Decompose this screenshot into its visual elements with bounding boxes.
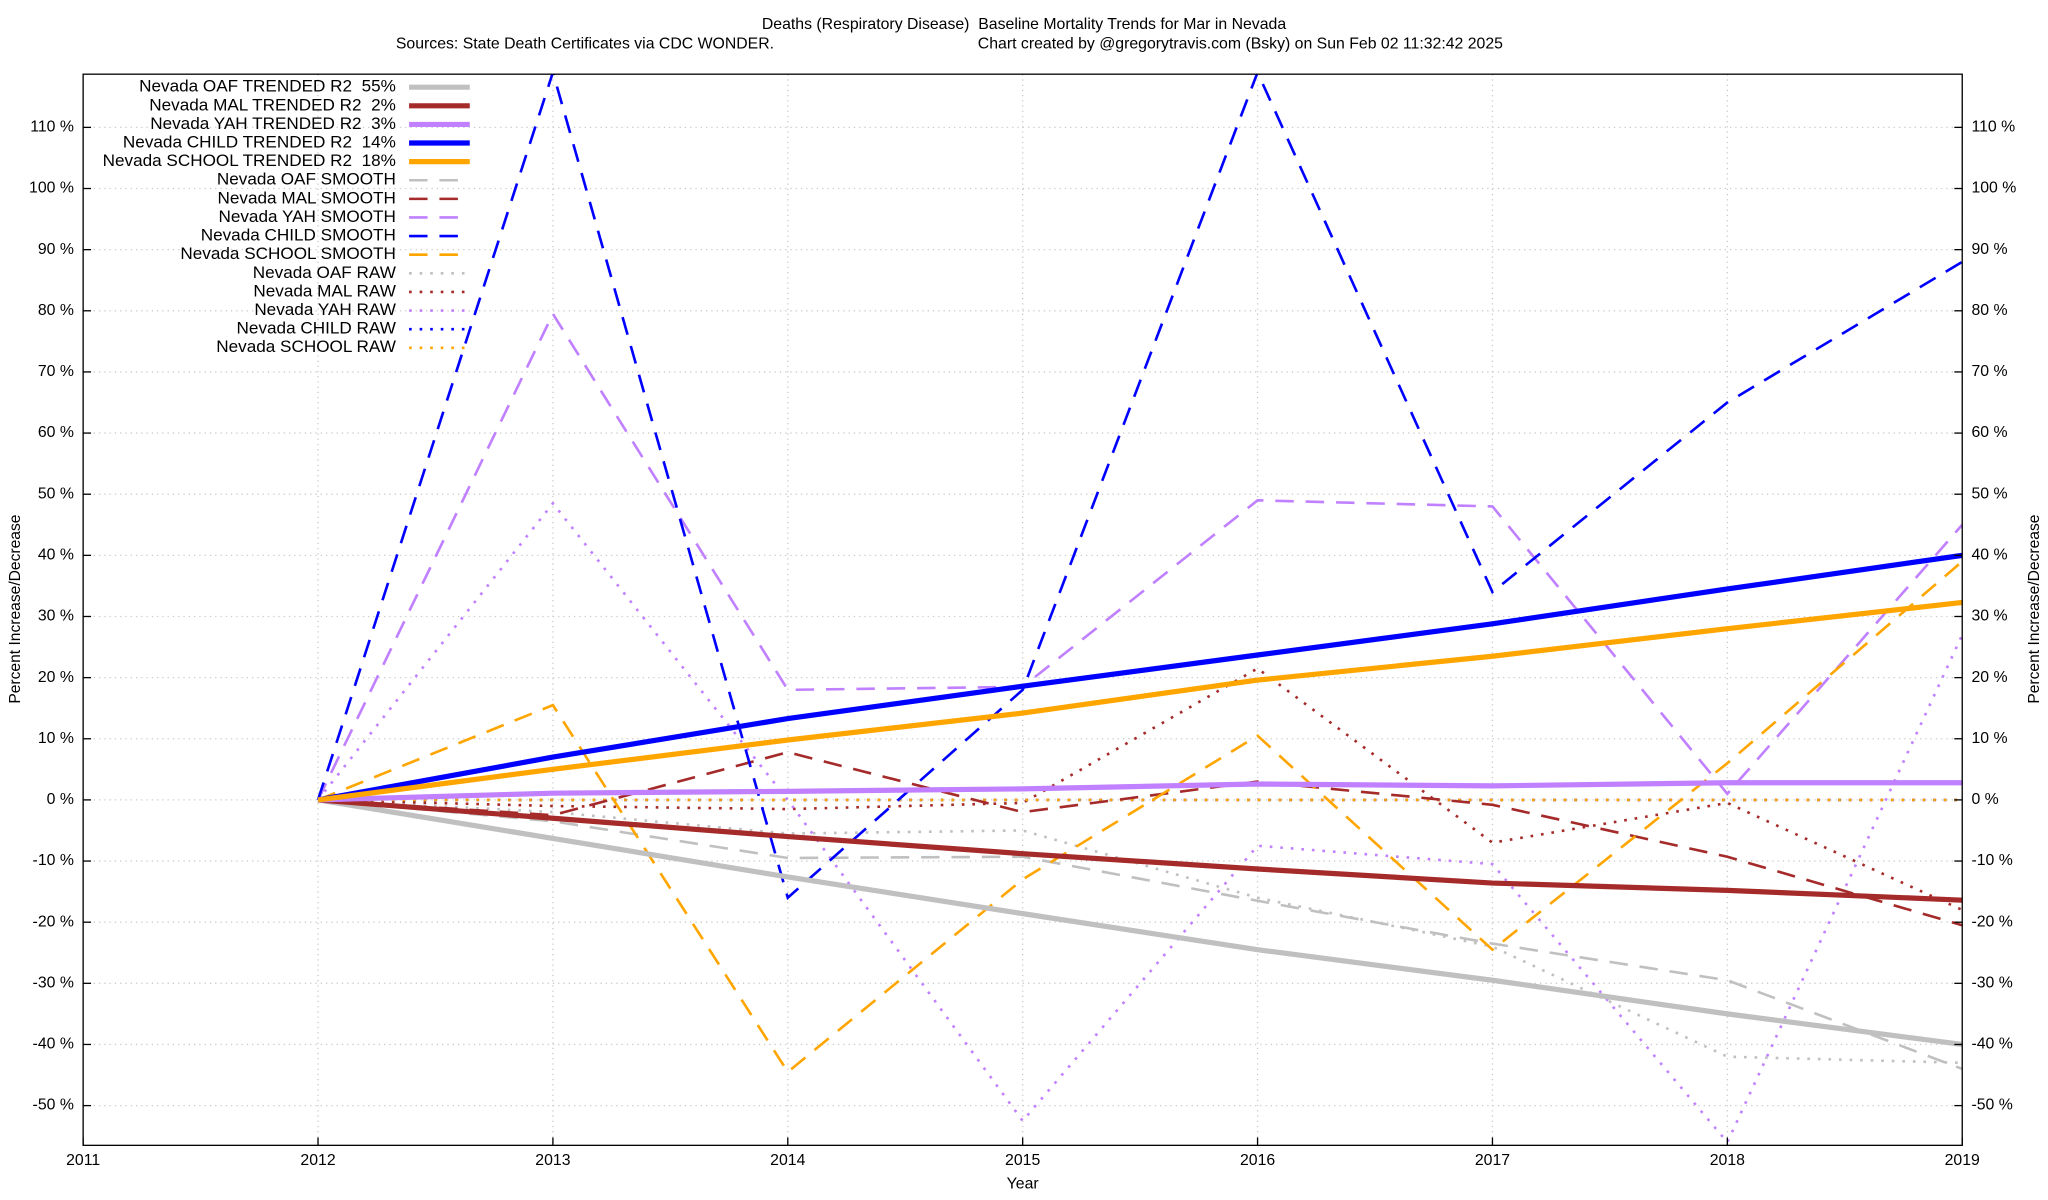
legend-label: Nevada YAH RAW — [254, 300, 396, 319]
y2-tick-label: 110 % — [1971, 119, 2015, 136]
series-line — [316, 501, 1963, 1145]
legend-label: Nevada OAF SMOOTH — [217, 170, 396, 189]
series-line — [317, 798, 1963, 1065]
legend-label: Nevada OAF TRENDED R2 55% — [139, 77, 396, 96]
y2-tick-label: -10 % — [1971, 852, 2012, 869]
y-tick-label: -50 % — [33, 1097, 74, 1114]
y2-tick-label: 80 % — [1971, 302, 2007, 319]
y-tick-label: -10 % — [33, 852, 74, 869]
chart-title: Deaths (Respiratory Disease) Baseline Mo… — [762, 16, 1287, 33]
x-tick-label: 2013 — [535, 1152, 570, 1169]
y2-tick-label: -50 % — [1971, 1097, 2012, 1114]
ticks: -50 % -50 % -40 % -40 % -30 % -30 % -20 % -20 %… — [29, 119, 2016, 1169]
chart-source: Sources: State Death Certificates via CD… — [396, 35, 774, 52]
legend-label: Nevada YAH SMOOTH — [218, 207, 395, 226]
legend-label: Nevada CHILD RAW — [237, 319, 396, 338]
y-tick-label: 20 % — [38, 669, 74, 686]
legend-label: Nevada SCHOOL SMOOTH — [180, 244, 395, 263]
legend-label: Nevada YAH TRENDED R2 3% — [150, 114, 396, 133]
x-axis-label: Year — [1007, 1176, 1039, 1193]
chart-credit: Chart created by @gregorytravis.com (Bsk… — [978, 35, 1503, 52]
legend-label: Nevada SCHOOL TRENDED R2 18% — [103, 151, 396, 170]
series-line — [317, 666, 1963, 912]
x-tick-label: 2011 — [66, 1152, 100, 1169]
y-tick-label: 100 % — [29, 180, 74, 197]
x-tick-label: 2017 — [1475, 1152, 1510, 1169]
legend-label: Nevada SCHOOL RAW — [216, 337, 396, 356]
series-line — [317, 599, 1963, 803]
series-line — [316, 74, 1963, 901]
series-line — [316, 311, 1963, 801]
x-tick-label: 2018 — [1710, 1152, 1745, 1169]
y2-tick-label: 30 % — [1971, 608, 2007, 625]
legend-label: Nevada MAL RAW — [253, 282, 396, 301]
y2-tick-label: -30 % — [1971, 975, 2012, 992]
series-line — [317, 798, 1963, 1071]
y-tick-label: 80 % — [38, 302, 74, 319]
legend: Nevada OAF TRENDED R2 55%Nevada MAL TREN… — [103, 77, 470, 356]
legend-label: Nevada CHILD SMOOTH — [201, 226, 396, 245]
y-axis-label: Percent Increase/Decrease — [7, 514, 24, 703]
y2-tick-label: 90 % — [1971, 241, 2007, 258]
y2-tick-label: 100 % — [1971, 180, 2016, 197]
x-tick-label: 2015 — [1005, 1152, 1040, 1169]
x-tick-label: 2019 — [1945, 1152, 1980, 1169]
y-tick-label: 70 % — [38, 363, 74, 380]
y-tick-label: -40 % — [33, 1036, 74, 1053]
y2-tick-label: 40 % — [1971, 547, 2007, 564]
y-tick-label: 110 % — [30, 119, 74, 136]
y-tick-label: -30 % — [33, 975, 74, 992]
y2-tick-label: 20 % — [1971, 669, 2007, 686]
y2-tick-label: 50 % — [1971, 485, 2007, 502]
y-tick-label: -20 % — [33, 913, 74, 930]
series-line — [317, 780, 1963, 803]
y-tick-label: 30 % — [38, 608, 74, 625]
y-tick-label: 50 % — [38, 485, 74, 502]
series-line — [317, 750, 1963, 927]
series-line — [317, 797, 1963, 903]
y-tick-label: 60 % — [38, 424, 74, 441]
y2-tick-label: -40 % — [1971, 1036, 2012, 1053]
grid — [82, 74, 1963, 1146]
y2-tick-label: -20 % — [1971, 913, 2012, 930]
y-tick-label: 10 % — [38, 730, 74, 747]
series-line — [317, 797, 1963, 1048]
x-tick-label: 2014 — [770, 1152, 805, 1169]
y-tick-label: 40 % — [38, 547, 74, 564]
y2-axis-label: Percent Increase/Decrease — [2026, 514, 2043, 703]
legend-label: Nevada CHILD TRENDED R2 14% — [123, 133, 396, 152]
y-tick-label: 90 % — [38, 241, 74, 258]
series-line — [317, 560, 1963, 1074]
y-tick-label: 0 % — [47, 791, 74, 808]
y2-tick-label: 0 % — [1971, 791, 1998, 808]
y2-tick-label: 70 % — [1971, 363, 2007, 380]
x-tick-label: 2012 — [300, 1152, 335, 1169]
legend-label: Nevada MAL SMOOTH — [218, 188, 396, 207]
x-tick-label: 2016 — [1240, 1152, 1275, 1169]
legend-label: Nevada MAL TRENDED R2 2% — [149, 95, 396, 114]
y2-tick-label: 60 % — [1971, 424, 2007, 441]
legend-label: Nevada OAF RAW — [253, 263, 396, 282]
plot-lines — [316, 74, 1963, 1145]
y2-tick-label: 10 % — [1971, 730, 2007, 747]
series-line — [317, 552, 1963, 803]
